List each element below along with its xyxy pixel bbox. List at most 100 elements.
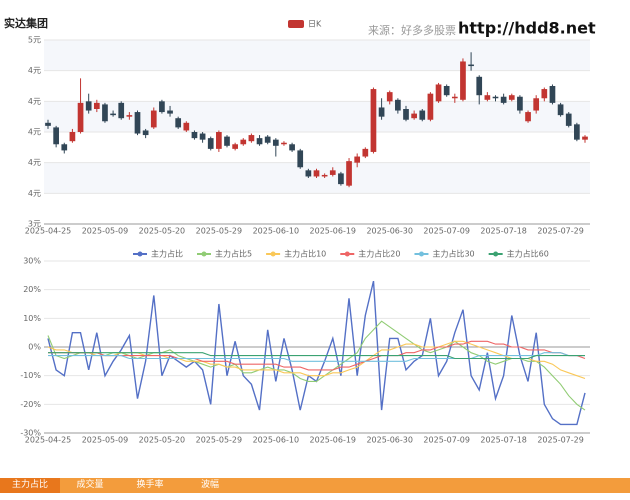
candle-body bbox=[207, 138, 214, 149]
y-tick-label: 5元 bbox=[28, 36, 41, 45]
candle-body bbox=[517, 96, 523, 111]
y-tick-label: 30% bbox=[23, 257, 41, 266]
candle-body bbox=[264, 136, 271, 143]
candle-body bbox=[419, 110, 426, 120]
candle-body bbox=[61, 144, 68, 151]
candle-body bbox=[370, 89, 377, 152]
x-tick-label: 2025-04-25 bbox=[25, 227, 72, 236]
candle-body bbox=[395, 99, 401, 111]
candle-body bbox=[549, 86, 556, 103]
legend-label: 主力占比5 bbox=[215, 249, 252, 259]
candle-body bbox=[582, 136, 588, 140]
x-tick-label: 2025-05-09 bbox=[82, 227, 129, 236]
tab-bar: 主力占比 成交量 换手率 波幅 bbox=[0, 478, 630, 493]
y-tick-label: 4元 bbox=[28, 158, 41, 167]
candle-body bbox=[346, 161, 352, 186]
candle-body bbox=[150, 110, 157, 128]
candle-body bbox=[199, 133, 206, 140]
x-tick-label: 2025-05-29 bbox=[196, 227, 243, 236]
candle-body bbox=[460, 61, 466, 100]
candle-body bbox=[338, 173, 344, 185]
legend-dot bbox=[137, 251, 143, 257]
candle-body bbox=[134, 112, 141, 134]
candle-body bbox=[118, 102, 125, 119]
x-tick-label: 2025-04-25 bbox=[25, 436, 72, 445]
x-tick-label: 2025-06-19 bbox=[310, 436, 357, 445]
legend-dot bbox=[493, 251, 499, 257]
x-tick-label: 2025-07-09 bbox=[423, 436, 470, 445]
tab[interactable]: 换手率 bbox=[136, 480, 164, 490]
candle-body bbox=[533, 98, 540, 111]
x-tick-label: 2025-07-18 bbox=[480, 436, 527, 445]
candle-body bbox=[110, 113, 116, 116]
candle-body bbox=[126, 115, 133, 117]
x-tick-label: 2025-07-29 bbox=[537, 436, 584, 445]
candle-body bbox=[77, 102, 84, 132]
legend-dot bbox=[201, 251, 207, 257]
candle-body bbox=[289, 144, 295, 151]
candle-body bbox=[443, 86, 450, 96]
candle-body bbox=[525, 112, 531, 122]
y-tick-label: -10% bbox=[20, 371, 41, 380]
legend-label: 主力占比60 bbox=[507, 249, 549, 259]
legend-label: 主力占比10 bbox=[284, 249, 326, 259]
site: http://hdd8.net bbox=[458, 19, 596, 38]
candle-body bbox=[232, 144, 238, 149]
candle-body bbox=[476, 76, 483, 96]
candle-body bbox=[329, 170, 336, 175]
chart-title: 实达集团 bbox=[4, 16, 48, 30]
legend-label: 主力占比30 bbox=[432, 249, 474, 259]
x-tick-label: 2025-06-19 bbox=[310, 227, 357, 236]
legend-label: 主力占比 bbox=[151, 249, 183, 259]
candle-body bbox=[248, 135, 255, 142]
candle-body bbox=[183, 122, 190, 131]
candle-body bbox=[321, 174, 328, 177]
y-tick-label: 4元 bbox=[28, 128, 41, 137]
x-tick-label: 2025-06-10 bbox=[253, 227, 300, 236]
candle-body bbox=[468, 64, 474, 67]
y-tick-label: 4元 bbox=[28, 189, 41, 198]
tab[interactable]: 主力占比 bbox=[0, 478, 60, 493]
x-tick-label: 2025-06-30 bbox=[366, 436, 413, 445]
series-line bbox=[48, 352, 585, 360]
candle-body bbox=[281, 142, 287, 145]
x-tick-label: 2025-07-18 bbox=[480, 227, 527, 236]
tab[interactable]: 成交量 bbox=[76, 480, 104, 490]
candle-body bbox=[240, 139, 247, 145]
x-tick-label: 2025-07-09 bbox=[423, 227, 470, 236]
split-area bbox=[44, 40, 590, 71]
y-tick-label: 4元 bbox=[28, 97, 41, 106]
candle-body bbox=[272, 139, 279, 146]
candle-body bbox=[508, 95, 515, 100]
chart: 实达集团 来源：好多多股票 http://hdd8.net 3元 4元 4元 4元 4元… bbox=[4, 16, 596, 445]
legend-dot bbox=[418, 251, 424, 257]
y-tick-label: 0% bbox=[28, 343, 41, 352]
candle-body bbox=[175, 118, 182, 128]
candle-body bbox=[362, 148, 369, 157]
candle-body bbox=[403, 109, 409, 120]
y-tick-label: 20% bbox=[23, 285, 41, 294]
y-tick-label: 4元 bbox=[28, 66, 41, 75]
candle-body bbox=[191, 132, 198, 139]
x-tick-label: 2025-05-29 bbox=[196, 436, 243, 445]
split-area bbox=[44, 101, 590, 132]
legend-swatch bbox=[288, 20, 304, 28]
candle-body bbox=[69, 132, 76, 142]
series-line bbox=[48, 352, 585, 362]
candle-body bbox=[167, 110, 173, 114]
candle-body bbox=[102, 104, 108, 122]
candle-body bbox=[427, 93, 434, 120]
candle-body bbox=[354, 156, 361, 163]
candle-body bbox=[256, 138, 263, 145]
candle-body bbox=[159, 101, 165, 113]
series-line bbox=[48, 340, 586, 371]
x-tick-label: 2025-05-20 bbox=[139, 436, 186, 445]
candle-body bbox=[411, 113, 417, 119]
candle-body bbox=[574, 124, 580, 140]
candle-body bbox=[541, 89, 548, 99]
candle-body bbox=[45, 122, 51, 126]
tab[interactable]: 波幅 bbox=[200, 480, 219, 490]
candle-body bbox=[93, 102, 100, 109]
candle-body bbox=[224, 136, 230, 146]
y-tick-label: 10% bbox=[23, 314, 41, 323]
